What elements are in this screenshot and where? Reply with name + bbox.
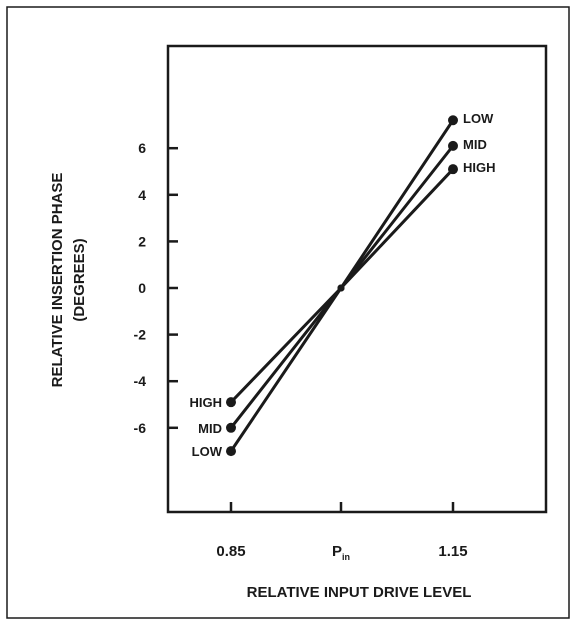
series-label-mid-left: MID [198,421,222,436]
series-points [226,115,458,457]
series-label-low-left: LOW [192,444,223,459]
plot-area [166,44,548,514]
x-tick-label: 1.15 [438,543,467,560]
y-tick-label: -4 [134,373,147,389]
data-point-low [448,115,458,126]
y-tick-label: -6 [134,420,147,436]
y-tick-label: 0 [138,280,146,296]
data-point-mid [226,422,236,433]
x-tick-label: Pin [332,543,350,562]
y-tick-label: 2 [138,233,146,249]
y-tick-label: 4 [138,187,146,203]
series-labels: LOW LOW MID MID HIGH HIGH [190,111,496,459]
x-axis-ticks: 0.85 Pin 1.15 [216,502,468,562]
y-tick-label: -2 [134,327,147,343]
series-label-mid-right: MID [463,137,487,152]
series-label-low-right: LOW [463,111,494,126]
data-point-high [226,397,236,408]
y-axis-ticks: -6 -4 -2 0 2 4 6 [134,140,178,436]
y-tick-label: 6 [138,140,146,156]
y-axis-title-line-1: RELATIVE INSERTION PHASE [49,173,66,388]
data-point-high [448,164,458,175]
x-tick-label: 0.85 [216,543,245,560]
x-axis-title: RELATIVE INPUT DRIVE LEVEL [247,584,472,601]
data-point-low [226,446,236,457]
y-axis-title: RELATIVE INSERTION PHASE (DEGREES) [49,173,88,388]
series-label-high-left: HIGH [190,395,223,410]
series-label-high-right: HIGH [463,160,496,175]
y-axis-title-line-2: (DEGREES) [71,238,88,321]
data-point-high [337,284,345,292]
data-point-mid [448,140,458,151]
